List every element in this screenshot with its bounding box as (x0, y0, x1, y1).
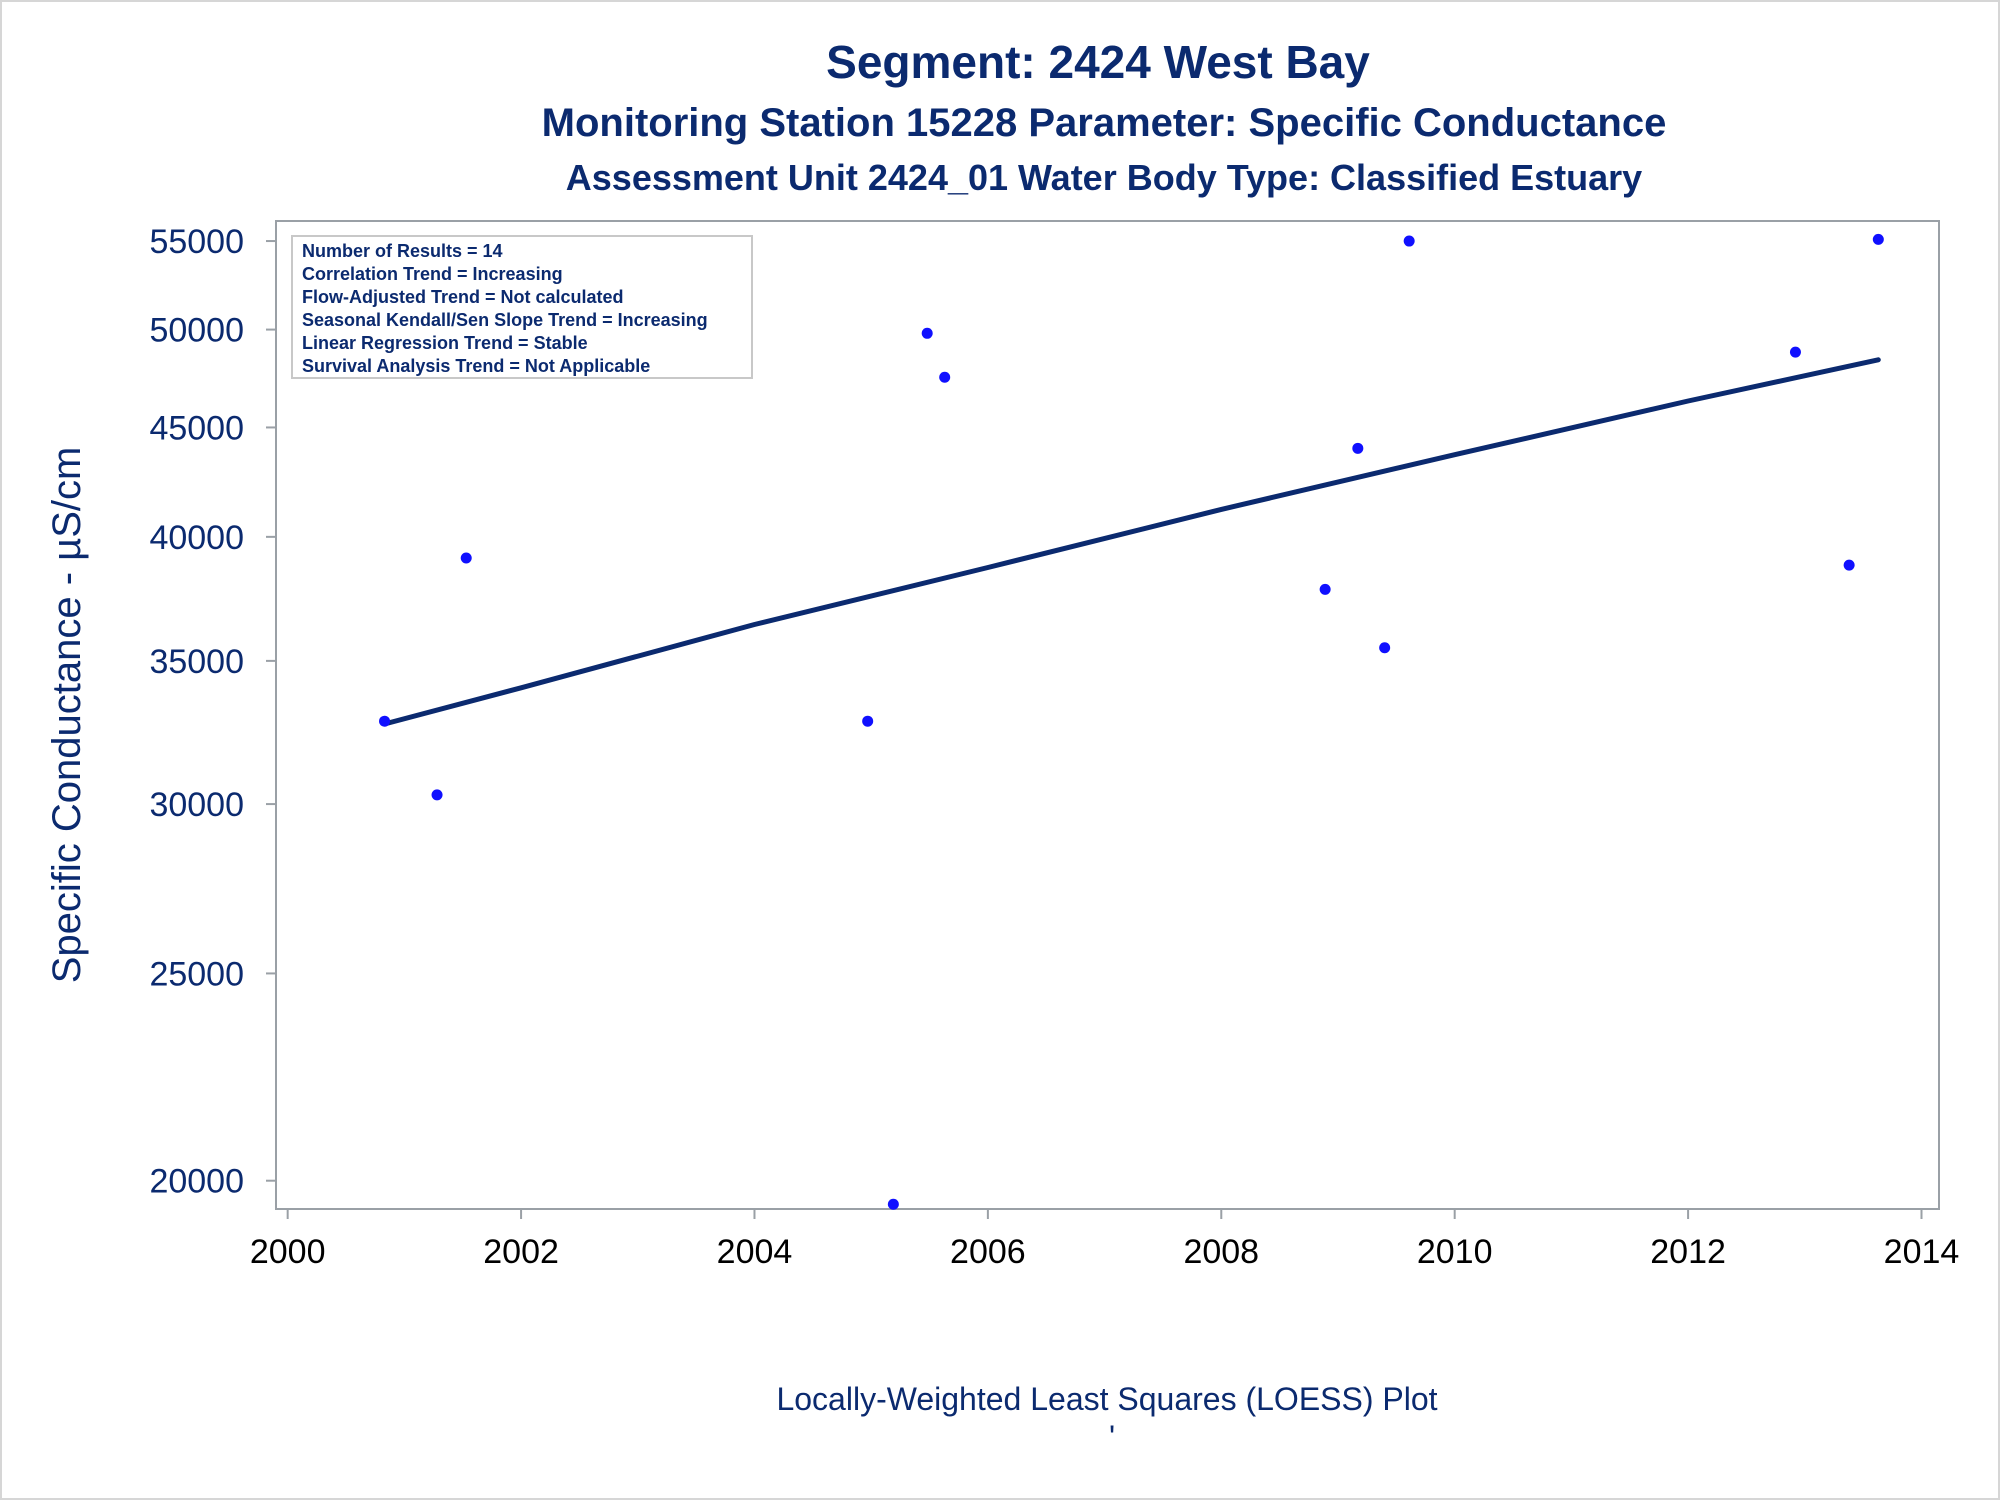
x-axis-label: Locally-Weighted Least Squares (LOESS) P… (776, 1381, 1437, 1417)
y-tick-label: 40000 (149, 519, 244, 557)
data-point (431, 789, 443, 801)
data-point (1319, 583, 1331, 595)
data-point (862, 715, 874, 727)
stats-box: Number of Results = 14 Correlation Trend… (291, 235, 753, 379)
chart-title: Segment: 2424 West Bay (826, 36, 1370, 88)
y-axis: 20000 25000 30000 35000 40000 45000 50000 55000 (149, 223, 276, 1201)
y-tick-label: 30000 (149, 786, 244, 824)
data-point (460, 552, 472, 564)
data-point (379, 715, 391, 727)
x-tick-label: 2004 (717, 1233, 793, 1271)
stats-line: Number of Results = 14 (302, 241, 503, 261)
y-tick-label: 50000 (149, 312, 244, 350)
y-axis-label: Specific Conductance - µS/cm (45, 447, 89, 984)
y-tick-label: 55000 (149, 223, 244, 261)
data-point (921, 327, 933, 339)
y-tick-label: 35000 (149, 643, 244, 681)
x-axis: 2000 2002 2004 2006 2008 2010 2012 2014 (250, 1209, 1959, 1271)
stats-line: Correlation Trend = Increasing (302, 264, 563, 284)
y-tick-label: 45000 (149, 409, 244, 447)
x-tick-label: 2012 (1650, 1233, 1726, 1271)
data-point (1352, 442, 1364, 454)
x-tick-label: 2002 (483, 1233, 559, 1271)
data-point (1403, 235, 1415, 247)
footnote: ' (1109, 1419, 1115, 1455)
data-point (1379, 642, 1391, 654)
data-point (1872, 233, 1884, 245)
loess-line (382, 357, 1881, 727)
data-point (939, 371, 951, 383)
series-layer (379, 233, 1884, 1210)
stats-line: Linear Regression Trend = Stable (302, 333, 588, 353)
x-tick-label: 2008 (1183, 1233, 1259, 1271)
stats-line: Flow-Adjusted Trend = Not calculated (302, 287, 624, 307)
stats-line: Seasonal Kendall/Sen Slope Trend = Incre… (302, 310, 708, 330)
data-point (1789, 346, 1801, 358)
x-tick-label: 2006 (950, 1233, 1026, 1271)
stats-line: Survival Analysis Trend = Not Applicable (302, 356, 650, 376)
x-tick-label: 2010 (1417, 1233, 1493, 1271)
chart-subtitle-2: Assessment Unit 2424_01 Water Body Type:… (566, 157, 1642, 198)
plot-area (275, 220, 1940, 1210)
x-tick-label: 2014 (1884, 1233, 1960, 1271)
data-point (887, 1198, 899, 1210)
x-tick-label: 2000 (250, 1233, 326, 1271)
y-tick-label: 25000 (149, 955, 244, 993)
chart-subtitle: Monitoring Station 15228 Parameter: Spec… (542, 101, 1667, 145)
y-tick-label: 20000 (149, 1163, 244, 1201)
data-point (1843, 559, 1855, 571)
